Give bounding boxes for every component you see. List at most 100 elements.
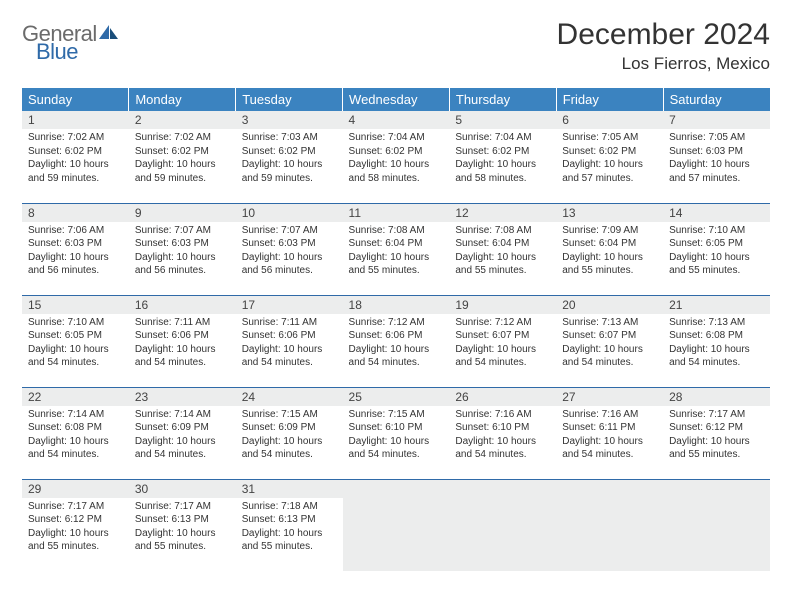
weekday-header-row: SundayMondayTuesdayWednesdayThursdayFrid…	[22, 88, 770, 111]
day-details: Sunrise: 7:17 AMSunset: 6:12 PMDaylight:…	[663, 406, 770, 466]
day-details: Sunrise: 7:17 AMSunset: 6:13 PMDaylight:…	[129, 498, 236, 558]
day-details: Sunrise: 7:10 AMSunset: 6:05 PMDaylight:…	[663, 222, 770, 282]
day-details: Sunrise: 7:13 AMSunset: 6:07 PMDaylight:…	[556, 314, 663, 374]
day-number: 23	[129, 388, 236, 406]
calendar-cell	[449, 479, 556, 571]
day-number: 25	[343, 388, 450, 406]
day-number: 21	[663, 296, 770, 314]
calendar-row: 15Sunrise: 7:10 AMSunset: 6:05 PMDayligh…	[22, 295, 770, 387]
weekday-header: Saturday	[663, 88, 770, 111]
weekday-header: Wednesday	[343, 88, 450, 111]
calendar-cell: 18Sunrise: 7:12 AMSunset: 6:06 PMDayligh…	[343, 295, 450, 387]
day-number: 15	[22, 296, 129, 314]
calendar-cell: 28Sunrise: 7:17 AMSunset: 6:12 PMDayligh…	[663, 387, 770, 479]
day-details: Sunrise: 7:16 AMSunset: 6:11 PMDaylight:…	[556, 406, 663, 466]
day-number: 5	[449, 111, 556, 129]
calendar-cell: 10Sunrise: 7:07 AMSunset: 6:03 PMDayligh…	[236, 203, 343, 295]
day-number: 29	[22, 480, 129, 498]
day-details: Sunrise: 7:12 AMSunset: 6:06 PMDaylight:…	[343, 314, 450, 374]
day-details: Sunrise: 7:03 AMSunset: 6:02 PMDaylight:…	[236, 129, 343, 189]
brand-line2: Blue	[36, 41, 119, 63]
day-number: 1	[22, 111, 129, 129]
calendar-cell: 8Sunrise: 7:06 AMSunset: 6:03 PMDaylight…	[22, 203, 129, 295]
day-details: Sunrise: 7:15 AMSunset: 6:10 PMDaylight:…	[343, 406, 450, 466]
weekday-header: Sunday	[22, 88, 129, 111]
calendar-cell: 11Sunrise: 7:08 AMSunset: 6:04 PMDayligh…	[343, 203, 450, 295]
day-details: Sunrise: 7:15 AMSunset: 6:09 PMDaylight:…	[236, 406, 343, 466]
calendar-cell: 19Sunrise: 7:12 AMSunset: 6:07 PMDayligh…	[449, 295, 556, 387]
calendar-cell: 25Sunrise: 7:15 AMSunset: 6:10 PMDayligh…	[343, 387, 450, 479]
day-details: Sunrise: 7:02 AMSunset: 6:02 PMDaylight:…	[129, 129, 236, 189]
day-details: Sunrise: 7:09 AMSunset: 6:04 PMDaylight:…	[556, 222, 663, 282]
day-details: Sunrise: 7:17 AMSunset: 6:12 PMDaylight:…	[22, 498, 129, 558]
day-details: Sunrise: 7:07 AMSunset: 6:03 PMDaylight:…	[129, 222, 236, 282]
day-number: 31	[236, 480, 343, 498]
calendar-cell: 29Sunrise: 7:17 AMSunset: 6:12 PMDayligh…	[22, 479, 129, 571]
day-details: Sunrise: 7:10 AMSunset: 6:05 PMDaylight:…	[22, 314, 129, 374]
calendar-cell: 24Sunrise: 7:15 AMSunset: 6:09 PMDayligh…	[236, 387, 343, 479]
calendar-cell: 14Sunrise: 7:10 AMSunset: 6:05 PMDayligh…	[663, 203, 770, 295]
calendar-row: 8Sunrise: 7:06 AMSunset: 6:03 PMDaylight…	[22, 203, 770, 295]
page-header: General Blue December 2024 Los Fierros, …	[22, 18, 770, 74]
location-subtitle: Los Fierros, Mexico	[557, 54, 770, 74]
day-number: 9	[129, 204, 236, 222]
calendar-cell: 3Sunrise: 7:03 AMSunset: 6:02 PMDaylight…	[236, 111, 343, 203]
day-number: 20	[556, 296, 663, 314]
day-details: Sunrise: 7:18 AMSunset: 6:13 PMDaylight:…	[236, 498, 343, 558]
day-details: Sunrise: 7:12 AMSunset: 6:07 PMDaylight:…	[449, 314, 556, 374]
calendar-row: 22Sunrise: 7:14 AMSunset: 6:08 PMDayligh…	[22, 387, 770, 479]
day-number: 2	[129, 111, 236, 129]
day-number: 12	[449, 204, 556, 222]
day-details: Sunrise: 7:02 AMSunset: 6:02 PMDaylight:…	[22, 129, 129, 189]
day-number: 14	[663, 204, 770, 222]
day-number: 18	[343, 296, 450, 314]
calendar-cell: 16Sunrise: 7:11 AMSunset: 6:06 PMDayligh…	[129, 295, 236, 387]
day-number: 28	[663, 388, 770, 406]
calendar-cell	[556, 479, 663, 571]
day-number: 13	[556, 204, 663, 222]
day-number: 19	[449, 296, 556, 314]
calendar-cell: 9Sunrise: 7:07 AMSunset: 6:03 PMDaylight…	[129, 203, 236, 295]
day-details: Sunrise: 7:08 AMSunset: 6:04 PMDaylight:…	[449, 222, 556, 282]
day-number: 30	[129, 480, 236, 498]
day-details: Sunrise: 7:16 AMSunset: 6:10 PMDaylight:…	[449, 406, 556, 466]
calendar-row: 29Sunrise: 7:17 AMSunset: 6:12 PMDayligh…	[22, 479, 770, 571]
brand-logo: General Blue	[22, 20, 119, 63]
calendar-row: 1Sunrise: 7:02 AMSunset: 6:02 PMDaylight…	[22, 111, 770, 203]
day-number: 16	[129, 296, 236, 314]
calendar-cell: 4Sunrise: 7:04 AMSunset: 6:02 PMDaylight…	[343, 111, 450, 203]
day-details: Sunrise: 7:14 AMSunset: 6:08 PMDaylight:…	[22, 406, 129, 466]
calendar-cell: 15Sunrise: 7:10 AMSunset: 6:05 PMDayligh…	[22, 295, 129, 387]
day-details: Sunrise: 7:05 AMSunset: 6:02 PMDaylight:…	[556, 129, 663, 189]
day-number: 11	[343, 204, 450, 222]
weekday-header: Tuesday	[236, 88, 343, 111]
day-details: Sunrise: 7:08 AMSunset: 6:04 PMDaylight:…	[343, 222, 450, 282]
calendar-cell: 1Sunrise: 7:02 AMSunset: 6:02 PMDaylight…	[22, 111, 129, 203]
calendar-cell: 23Sunrise: 7:14 AMSunset: 6:09 PMDayligh…	[129, 387, 236, 479]
day-number: 27	[556, 388, 663, 406]
calendar-cell: 2Sunrise: 7:02 AMSunset: 6:02 PMDaylight…	[129, 111, 236, 203]
calendar-cell: 26Sunrise: 7:16 AMSunset: 6:10 PMDayligh…	[449, 387, 556, 479]
day-number: 6	[556, 111, 663, 129]
calendar-cell: 5Sunrise: 7:04 AMSunset: 6:02 PMDaylight…	[449, 111, 556, 203]
day-details: Sunrise: 7:11 AMSunset: 6:06 PMDaylight:…	[236, 314, 343, 374]
day-number: 17	[236, 296, 343, 314]
day-details: Sunrise: 7:06 AMSunset: 6:03 PMDaylight:…	[22, 222, 129, 282]
day-details: Sunrise: 7:13 AMSunset: 6:08 PMDaylight:…	[663, 314, 770, 374]
day-details: Sunrise: 7:04 AMSunset: 6:02 PMDaylight:…	[449, 129, 556, 189]
day-number: 7	[663, 111, 770, 129]
calendar-cell: 6Sunrise: 7:05 AMSunset: 6:02 PMDaylight…	[556, 111, 663, 203]
calendar-cell: 7Sunrise: 7:05 AMSunset: 6:03 PMDaylight…	[663, 111, 770, 203]
weekday-header: Thursday	[449, 88, 556, 111]
calendar-cell: 22Sunrise: 7:14 AMSunset: 6:08 PMDayligh…	[22, 387, 129, 479]
day-details: Sunrise: 7:07 AMSunset: 6:03 PMDaylight:…	[236, 222, 343, 282]
day-details: Sunrise: 7:11 AMSunset: 6:06 PMDaylight:…	[129, 314, 236, 374]
weekday-header: Friday	[556, 88, 663, 111]
calendar-cell	[663, 479, 770, 571]
day-number: 26	[449, 388, 556, 406]
day-number: 4	[343, 111, 450, 129]
month-title: December 2024	[557, 18, 770, 52]
calendar-cell: 12Sunrise: 7:08 AMSunset: 6:04 PMDayligh…	[449, 203, 556, 295]
day-number: 10	[236, 204, 343, 222]
calendar-table: SundayMondayTuesdayWednesdayThursdayFrid…	[22, 88, 770, 571]
